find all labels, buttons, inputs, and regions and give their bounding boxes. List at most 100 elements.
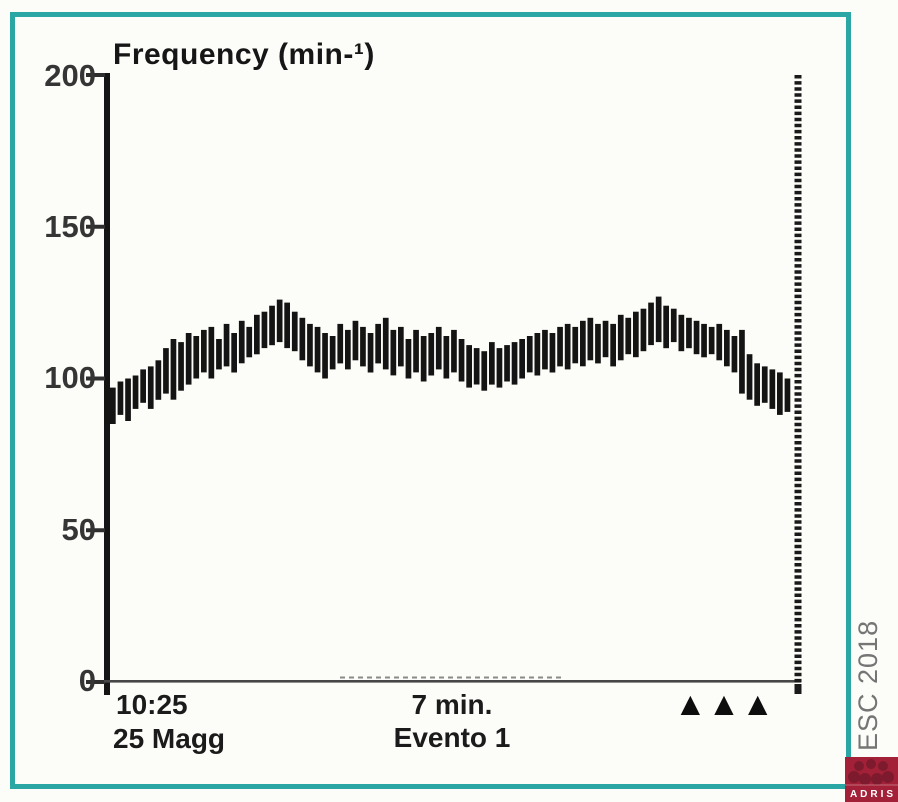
- trend-bar: [746, 354, 753, 400]
- trend-bar: [269, 305, 275, 346]
- y-tick-label-50: 50: [61, 512, 96, 547]
- trend-bar: [208, 326, 215, 379]
- trend-bar: [511, 342, 518, 385]
- trend-bar: [140, 369, 146, 403]
- trend-bar: [549, 333, 556, 373]
- trend-bar: [435, 326, 442, 370]
- trend-bar: [307, 323, 313, 367]
- trend-bar: [731, 336, 738, 373]
- trend-bar: [405, 339, 412, 379]
- trend-bar: [670, 308, 677, 343]
- trend-bar: [739, 329, 745, 394]
- y-tick-mark: [86, 680, 105, 684]
- trend-bar: [633, 311, 639, 358]
- trend-bar: [382, 317, 389, 370]
- trend-bar: [701, 323, 707, 358]
- axes: [86, 73, 801, 695]
- trend-bar: [284, 302, 290, 349]
- trend-bar: [610, 323, 616, 367]
- trend-bar: [155, 360, 162, 400]
- end-of-recording-dashed-line: [794, 75, 802, 694]
- trend-bar: [443, 336, 450, 379]
- triangle-marker-icon: ▲: [741, 685, 776, 722]
- trend-bar: [147, 366, 154, 409]
- y-tick-mark: [86, 376, 105, 381]
- trend-bar: [117, 381, 124, 415]
- trend-bar: [481, 351, 488, 391]
- trend-bar: [352, 320, 359, 361]
- trend-bar: [398, 326, 404, 367]
- trend-bar: [526, 336, 533, 373]
- y-tick-label-200: 200: [44, 58, 96, 93]
- trend-bar: [360, 326, 366, 367]
- trend-bar: [367, 333, 374, 373]
- trend-bar: [564, 323, 571, 370]
- trend-bar: [625, 317, 632, 355]
- y-axis-line: [104, 73, 110, 695]
- trend-bar: [655, 296, 662, 343]
- trend-bar: [640, 308, 647, 352]
- trend-bar: [496, 348, 503, 388]
- trend-bar: [458, 339, 465, 382]
- trend-bar: [542, 329, 548, 370]
- trend-bar: [413, 329, 419, 373]
- trend-bar: [337, 323, 344, 364]
- trend-bar: [580, 320, 586, 367]
- trend-bar: [246, 326, 253, 358]
- trend-bar: [428, 333, 435, 376]
- trend-bar: [473, 348, 480, 385]
- y-tick-label-100: 100: [44, 360, 96, 395]
- trend-bar: [724, 329, 730, 367]
- esc-2018-watermark: ESC 2018: [853, 619, 883, 751]
- trend-bar: [466, 345, 472, 388]
- trend-bar: [686, 317, 692, 349]
- y-tick-mark: [86, 224, 105, 229]
- trend-bar: [708, 326, 715, 355]
- triangle-marker-icon: ▲: [707, 685, 742, 722]
- y-tick-mark: [86, 528, 105, 533]
- trend-bar: [345, 329, 351, 370]
- trend-bar: [261, 311, 268, 349]
- trend-bar: [678, 314, 685, 352]
- trend-bar: [329, 336, 336, 370]
- trend-bar: [557, 326, 563, 367]
- start-date-label: 25 Magg: [113, 723, 226, 754]
- trend-bar: [170, 339, 177, 400]
- y-tick-label-0: 0: [78, 663, 96, 698]
- trend-bar: [201, 329, 207, 373]
- event-name-label: Evento 1: [393, 722, 511, 753]
- adris-logo: ADRIS: [845, 757, 898, 802]
- start-time-label: 10:25: [116, 689, 188, 720]
- duration-label: 7 min.: [411, 689, 493, 720]
- trend-bar: [784, 378, 791, 412]
- trend-bar: [132, 375, 139, 409]
- trend-bar: [163, 348, 169, 394]
- dashed-line-end-cap: [794, 684, 802, 694]
- trend-bar: [185, 333, 192, 385]
- trend-bar: [314, 326, 321, 373]
- trend-bar: [648, 302, 654, 346]
- triangle-marker-icon: ▲: [674, 685, 708, 722]
- adris-logo-text: ADRIS: [849, 789, 897, 800]
- chart-title: Frequency (min-¹): [113, 38, 375, 71]
- trend-bar: [238, 320, 245, 364]
- event-marker-triangles: ▲▲▲: [674, 686, 784, 722]
- trend-bar: [223, 323, 230, 367]
- trend-bar: [519, 339, 525, 379]
- trend-bar: [276, 299, 283, 343]
- trend-bar: [216, 339, 222, 370]
- trend-bar: [231, 333, 237, 373]
- trend-bar: [390, 329, 397, 376]
- trend-bar: [375, 323, 381, 364]
- trend-bar: [769, 369, 776, 409]
- trend-bar: [663, 305, 669, 349]
- trend-bar: [178, 342, 184, 391]
- trend-bar: [125, 378, 131, 421]
- trend-bar: [193, 336, 200, 379]
- trend-bars: [110, 296, 791, 424]
- x-axis-line: [104, 680, 801, 683]
- trend-bar: [451, 329, 457, 373]
- trend-bar: [299, 317, 306, 361]
